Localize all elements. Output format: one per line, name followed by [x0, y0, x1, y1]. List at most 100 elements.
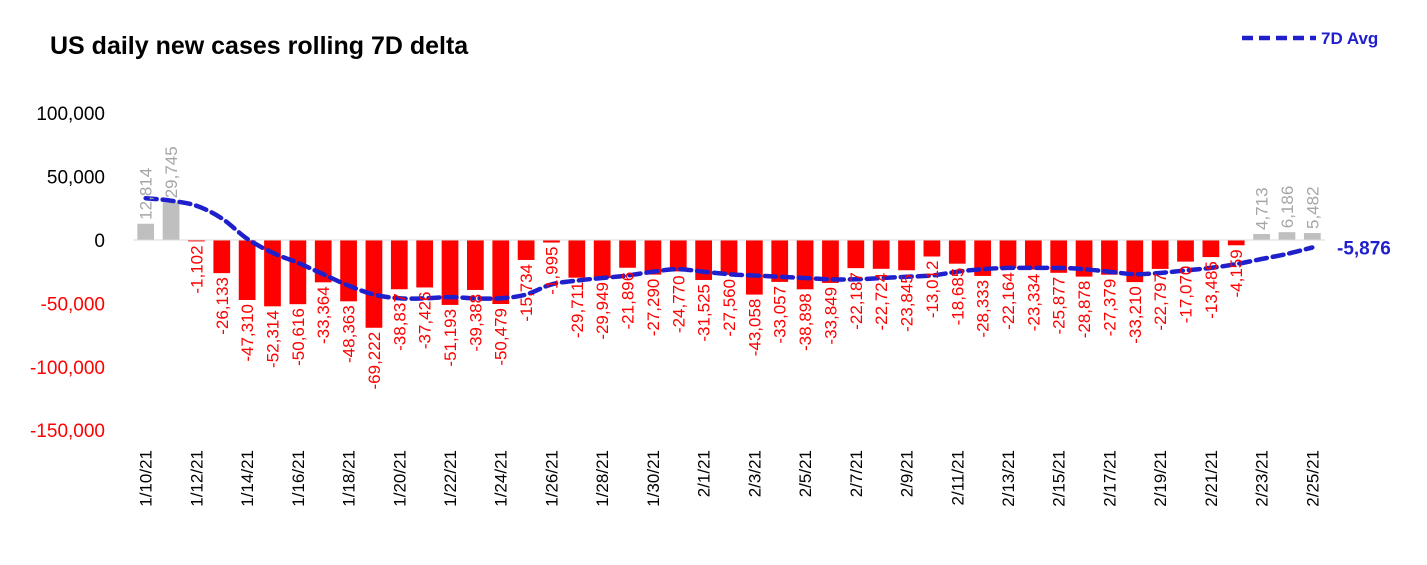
bar — [999, 240, 1017, 269]
x-tick-label: 2/17/21 — [1100, 450, 1119, 507]
bar-value-label: -69,222 — [365, 332, 384, 390]
x-tick-label: 1/14/21 — [238, 450, 257, 507]
x-tick-label: 2/3/21 — [745, 450, 764, 497]
x-tick-label: 1/26/21 — [543, 450, 562, 507]
bar-value-label: -47,310 — [238, 304, 257, 362]
x-tick-label: 2/7/21 — [847, 450, 866, 497]
bar-value-label: -21,896 — [619, 272, 638, 330]
bar-value-label: -50,616 — [289, 308, 308, 366]
y-tick-label: -150,000 — [30, 421, 105, 442]
bar-value-label: -52,314 — [264, 310, 283, 368]
bar-value-label: -23,845 — [898, 274, 917, 332]
bar-labels: 12,814 29,745-1,102-26,133 -47,310 -52,314-… — [137, 146, 1323, 389]
bar — [1177, 240, 1194, 262]
x-tick-label: 1/24/21 — [492, 450, 511, 507]
bar-value-label: -29,949 — [593, 282, 612, 340]
bar-value-label: -27,560 — [720, 279, 739, 337]
bar-value-label: -28,333 — [974, 280, 993, 338]
x-tick-label: 1/18/21 — [340, 450, 359, 507]
bar — [467, 240, 484, 290]
avg-last-value-label: -5,876 — [1337, 238, 1391, 259]
x-tick-label: 1/28/21 — [593, 450, 612, 507]
bar — [441, 240, 459, 305]
x-tick-label: 1/30/21 — [644, 450, 663, 507]
bar-value-label: -39,388 — [466, 294, 485, 352]
chart-title: US daily new cases rolling 7D delta — [50, 32, 469, 60]
bar-value-label: 29,745 — [162, 146, 181, 198]
bar — [340, 240, 357, 302]
bar-value-label: -22,724 — [872, 273, 891, 331]
x-tick-label: 2/15/21 — [1050, 450, 1069, 507]
x-tick-label: 2/19/21 — [1151, 450, 1170, 507]
bar-value-label: -43,058 — [745, 299, 764, 357]
bar — [1126, 240, 1144, 283]
bar — [695, 240, 713, 280]
bar-value-label: -33,849 — [821, 287, 840, 345]
bar-value-label: -38,837 — [390, 293, 409, 351]
bar — [1024, 240, 1042, 270]
bar — [1303, 233, 1321, 240]
bar-value-label: -25,877 — [1050, 277, 1069, 335]
bar — [745, 240, 763, 295]
bar — [568, 240, 586, 278]
avg-line — [143, 195, 1315, 301]
x-tick-label: 1/16/21 — [289, 450, 308, 507]
bar-value-label: -28,878 — [1075, 281, 1094, 339]
x-tick-label: 1/12/21 — [187, 450, 206, 507]
bar — [644, 240, 662, 275]
bar — [847, 240, 865, 269]
y-tick-label: -100,000 — [30, 358, 105, 379]
x-tick-label: 2/21/21 — [1202, 450, 1221, 507]
bar — [1227, 240, 1245, 246]
bar — [162, 202, 180, 240]
bar-value-label: -18,685 — [948, 268, 967, 326]
bar-value-label: -51,193 — [441, 309, 460, 367]
x-tick-label: 1/22/21 — [441, 450, 460, 507]
bar-value-label: -1,102 — [187, 245, 206, 293]
x-tick-label: 2/11/21 — [948, 450, 967, 505]
bar-value-label: -50,479 — [492, 308, 511, 366]
bar — [1202, 240, 1220, 258]
y-axis: 100,000 50,000 0 -50,000 -100,000 -150,000 — [30, 104, 105, 442]
bar — [1278, 232, 1296, 240]
bar-value-label: -27,379 — [1100, 279, 1119, 337]
legend-label: 7D Avg — [1321, 29, 1378, 48]
bar-value-label: 12,814 — [137, 168, 156, 220]
bar — [137, 223, 155, 240]
bar-value-label: 6,186 — [1278, 186, 1297, 229]
bar — [669, 240, 687, 272]
bar-value-label: -31,525 — [695, 284, 714, 342]
bar — [1253, 234, 1270, 240]
bar — [796, 240, 814, 290]
bar — [923, 240, 941, 257]
y-tick-label: -50,000 — [41, 294, 105, 315]
bar-value-label: -22,797 — [1151, 273, 1170, 331]
bar — [416, 240, 434, 288]
bar-value-label: -13,485 — [1202, 261, 1221, 319]
bar — [365, 240, 383, 328]
bar-value-label: -33,210 — [1126, 286, 1145, 344]
bar — [720, 240, 738, 275]
bar-value-label: -4,159 — [1227, 249, 1246, 297]
x-axis: 1/10/21 1/12/21 1/14/21 1/16/21 1/18/21 1/20/… — [137, 450, 1323, 507]
x-tick-label: 1/20/21 — [390, 450, 409, 507]
bar — [1101, 240, 1118, 275]
x-tick-label: 2/25/21 — [1303, 450, 1322, 507]
y-tick-label: 50,000 — [47, 168, 105, 189]
bar — [593, 240, 611, 278]
x-tick-label: 2/5/21 — [796, 450, 815, 497]
bar-value-label: -29,711 — [568, 282, 587, 338]
bar-value-label: -38,898 — [796, 293, 815, 351]
bar-value-label: -22,187 — [847, 272, 866, 330]
bar — [390, 240, 408, 290]
bar-value-label: -17,070 — [1177, 266, 1196, 324]
bar-value-label: 5,482 — [1303, 186, 1322, 229]
bar-value-label: -48,363 — [340, 305, 359, 363]
y-tick-label: 0 — [94, 231, 105, 252]
x-tick-label: 2/1/21 — [695, 450, 714, 497]
bar-value-label: -24,770 — [669, 275, 688, 333]
bar — [543, 240, 560, 243]
bar-value-label: -27,290 — [644, 279, 663, 337]
bar-value-label: -37,426 — [416, 292, 435, 350]
